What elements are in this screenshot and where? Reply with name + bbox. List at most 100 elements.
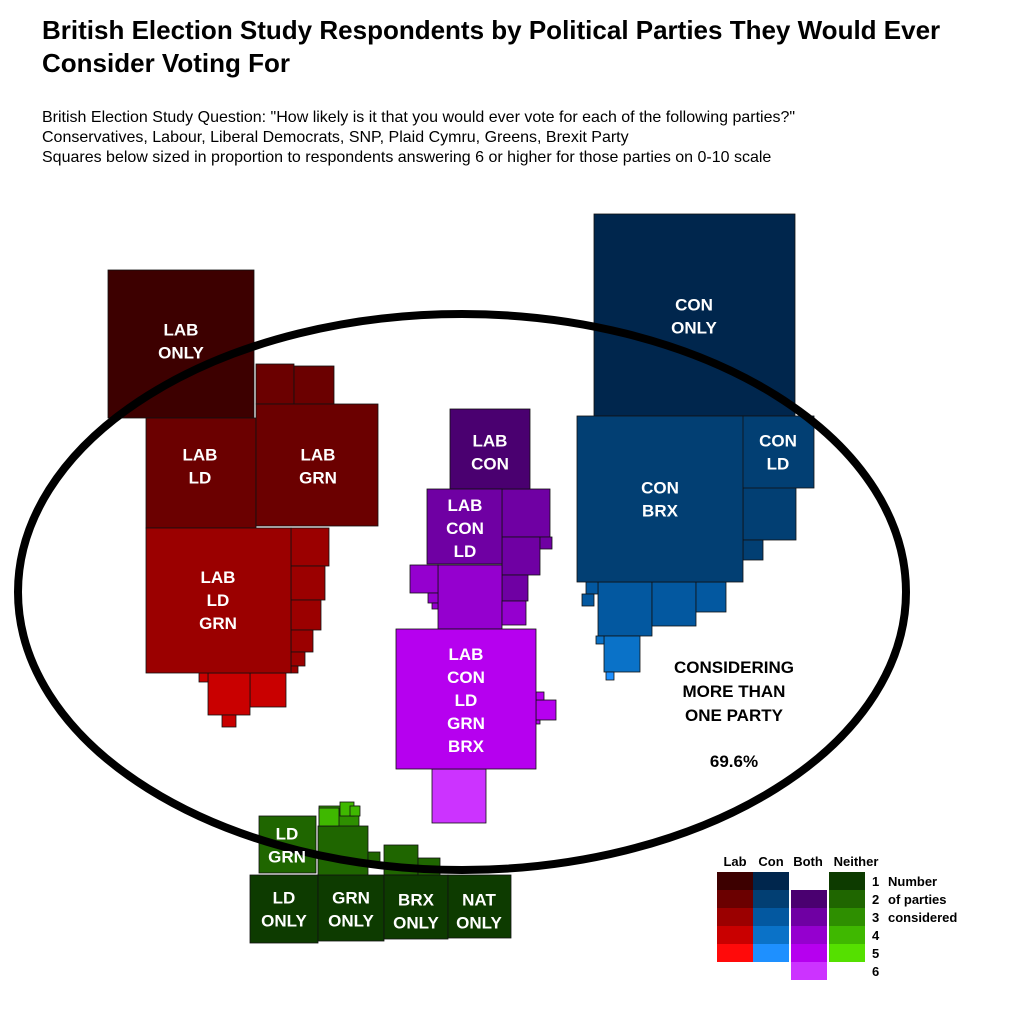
legend-header-con: Con (758, 854, 783, 869)
legend-swatch-neither-4 (829, 926, 865, 944)
minor-square (581, 593, 595, 607)
minor-square (249, 672, 287, 708)
minor-square (290, 565, 326, 601)
legend-desc-1: Number (888, 874, 937, 889)
legend-swatch-con-3 (753, 908, 789, 926)
square-ld-only (249, 874, 319, 944)
legend-swatch-lab-4 (717, 926, 753, 944)
square-label-lab-con: LAB CON (471, 432, 509, 474)
legend-swatch-neither-3 (829, 908, 865, 926)
minor-square (535, 691, 545, 701)
minor-square (293, 365, 335, 405)
minor-square (207, 672, 251, 716)
minor-square (535, 699, 557, 721)
legend-row-3: 3 (872, 910, 879, 925)
legend-swatch-lab-3 (717, 908, 753, 926)
annotation-line-1: CONSIDERING (674, 658, 794, 677)
square-label-lab-con-ld-grn-brx: LAB CON LD GRN BRX (447, 645, 485, 756)
legend-swatch-neither-2 (829, 890, 865, 908)
legend-header-neither: Neither (834, 854, 879, 869)
minor-square (290, 527, 330, 567)
legend-swatch-lab-1 (717, 872, 753, 890)
subtitle-line-2: Conservatives, Labour, Liberal Democrats… (42, 129, 629, 146)
minor-square (290, 651, 306, 667)
minor-square (290, 599, 322, 631)
square-lab-con (449, 408, 531, 490)
annotation-line-2: MORE THAN (683, 682, 786, 701)
minor-square (539, 536, 553, 550)
minor-square (221, 714, 237, 728)
legend: Lab Con Both Neither 1 2 3 4 5 6 Number … (717, 854, 957, 980)
square-label-lab-ld: LAB LD (183, 446, 218, 488)
legend-desc-2: of parties (888, 892, 947, 907)
minor-square (427, 592, 439, 604)
square-con-ld (741, 415, 815, 489)
minor-square (695, 581, 727, 613)
legend-swatch-both-3 (791, 908, 827, 926)
legend-swatch-both-6 (791, 962, 827, 980)
legend-row-2: 2 (872, 892, 879, 907)
minor-square (501, 600, 527, 626)
legend-header-both: Both (793, 854, 823, 869)
square-label-brx-only: BRX ONLY (393, 891, 439, 933)
treemap-squares (107, 213, 815, 944)
square-nat-only (447, 874, 512, 939)
legend-row-6: 6 (872, 964, 879, 979)
minor-square (349, 805, 361, 817)
minor-square (437, 564, 503, 630)
square-label-grn-only: GRN ONLY (328, 889, 374, 931)
square-label-lab-only: LAB ONLY (158, 321, 204, 363)
square-lab-ld (145, 417, 257, 529)
square-label-con-only: CON ONLY (671, 296, 717, 338)
square-lab-grn (255, 403, 379, 527)
subtitle-line-1: British Election Study Question: "How li… (42, 109, 796, 126)
legend-row-5: 5 (872, 946, 879, 961)
legend-swatch-both-5 (791, 944, 827, 962)
legend-swatch-lab-2 (717, 890, 753, 908)
minor-square (431, 768, 487, 824)
minor-square (431, 602, 439, 610)
chart-subtitle: British Election Study Question: "How li… (42, 108, 1002, 168)
square-label-nat-only: NAT ONLY (456, 891, 502, 933)
minor-square (597, 581, 653, 637)
square-brx-only (383, 874, 449, 940)
minor-square (317, 825, 369, 877)
legend-row-1: 1 (872, 874, 879, 889)
legend-header-lab: Lab (723, 854, 746, 869)
legend-swatch-con-1 (753, 872, 789, 890)
legend-swatch-both-2 (791, 890, 827, 908)
chart-title: British Election Study Respondents by Po… (42, 15, 941, 78)
minor-square (501, 536, 541, 576)
minor-square (501, 574, 529, 602)
annotation: CONSIDERING MORE THAN ONE PARTY 69.6% (674, 658, 794, 771)
minor-square (603, 635, 641, 673)
square-label-lab-con-ld: LAB CON LD (446, 496, 484, 561)
square-grn-only (317, 874, 385, 942)
square-lab-ld-grn (145, 527, 292, 674)
annotation-value: 69.6% (710, 752, 758, 771)
minor-square (290, 665, 299, 674)
legend-desc-3: considered (888, 910, 957, 925)
legend-swatch-neither-1 (829, 872, 865, 890)
minor-square (585, 581, 599, 595)
minor-square (255, 363, 295, 405)
square-label-lab-grn: LAB GRN (299, 446, 337, 488)
square-label-lab-ld-grn: LAB LD GRN (199, 568, 237, 633)
square-labels: LAB ONLY LAB LD LAB GRN LAB LD GRN LAB CON LAB CON LD… (158, 296, 797, 933)
more-than-one-party-ellipse (14, 310, 910, 874)
minor-square (318, 807, 340, 827)
square-label-ld-grn: LD GRN (268, 825, 306, 867)
legend-row-4: 4 (872, 928, 880, 943)
legend-swatch-con-2 (753, 890, 789, 908)
legend-swatch-lab-5 (717, 944, 753, 962)
legend-swatch-both-4 (791, 926, 827, 944)
minor-square (535, 719, 541, 725)
minor-square (595, 635, 605, 645)
minor-square (742, 486, 797, 541)
legend-swatch-con-5 (753, 944, 789, 962)
minor-square (198, 672, 209, 683)
minor-square (651, 581, 697, 627)
minor-square (501, 488, 551, 538)
legend-swatch-con-4 (753, 926, 789, 944)
